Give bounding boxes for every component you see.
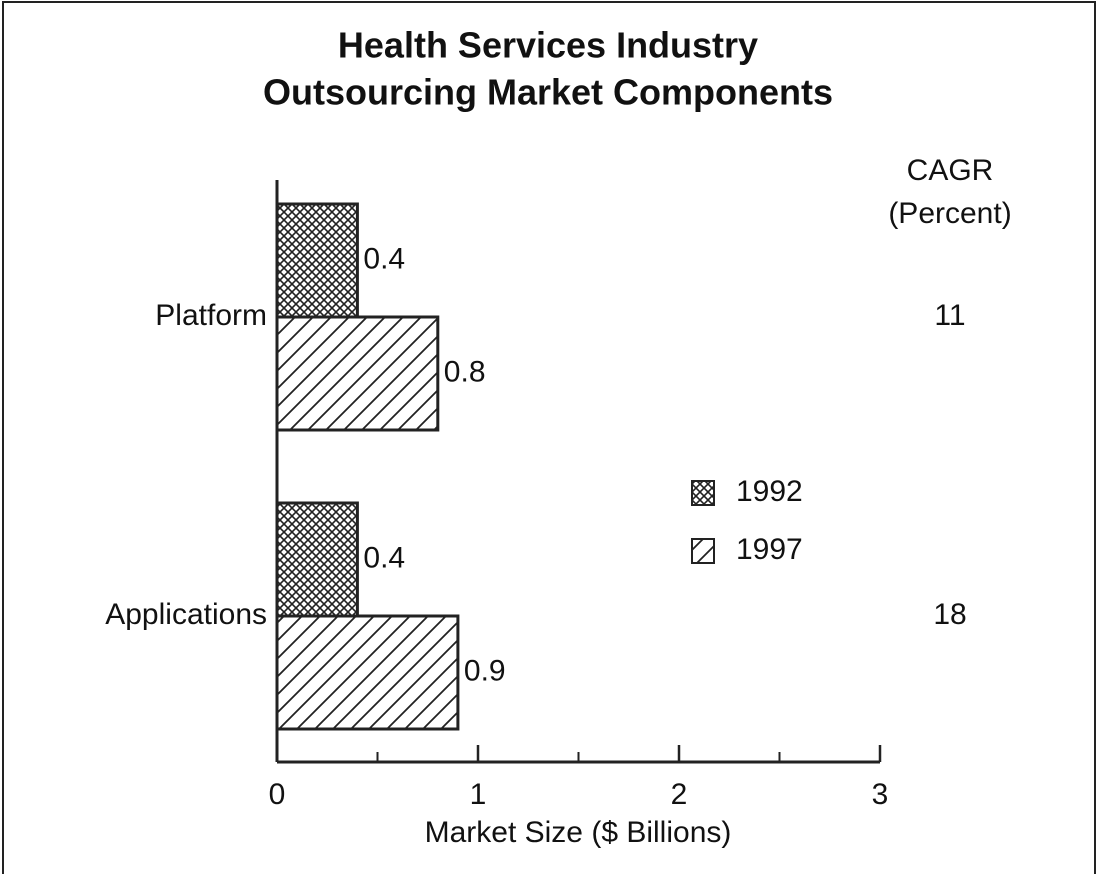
- x-tick-label: 3: [872, 778, 889, 811]
- legend-label: 1997: [736, 533, 803, 566]
- value-label: 0.8: [444, 355, 486, 388]
- legend-swatch: [691, 480, 715, 506]
- y-tick-label: Platform: [155, 299, 267, 332]
- cagr-value: 11: [934, 299, 965, 332]
- bar: [275, 501, 359, 618]
- bar: [275, 315, 440, 432]
- x-tick-label: 0: [269, 778, 286, 811]
- x-axis-label: Market Size ($ Billions): [425, 816, 732, 849]
- value-label: 0.9: [464, 654, 506, 687]
- cagr-header: CAGR: [907, 154, 994, 187]
- cagr-header: (Percent): [888, 197, 1011, 230]
- cagr-value: 18: [933, 598, 966, 631]
- value-label: 0.4: [363, 541, 405, 574]
- legend-label: 1992: [736, 475, 803, 508]
- chart-title: Health Services Industry: [338, 25, 758, 66]
- bar: [275, 614, 460, 731]
- bar: [275, 202, 359, 319]
- chart-title: Outsourcing Market Components: [263, 72, 833, 113]
- value-label: 0.4: [363, 242, 405, 275]
- x-tick-label: 2: [671, 778, 688, 811]
- x-tick-label: 1: [470, 778, 487, 811]
- legend-swatch: [691, 538, 715, 564]
- y-tick-label: Applications: [105, 598, 267, 631]
